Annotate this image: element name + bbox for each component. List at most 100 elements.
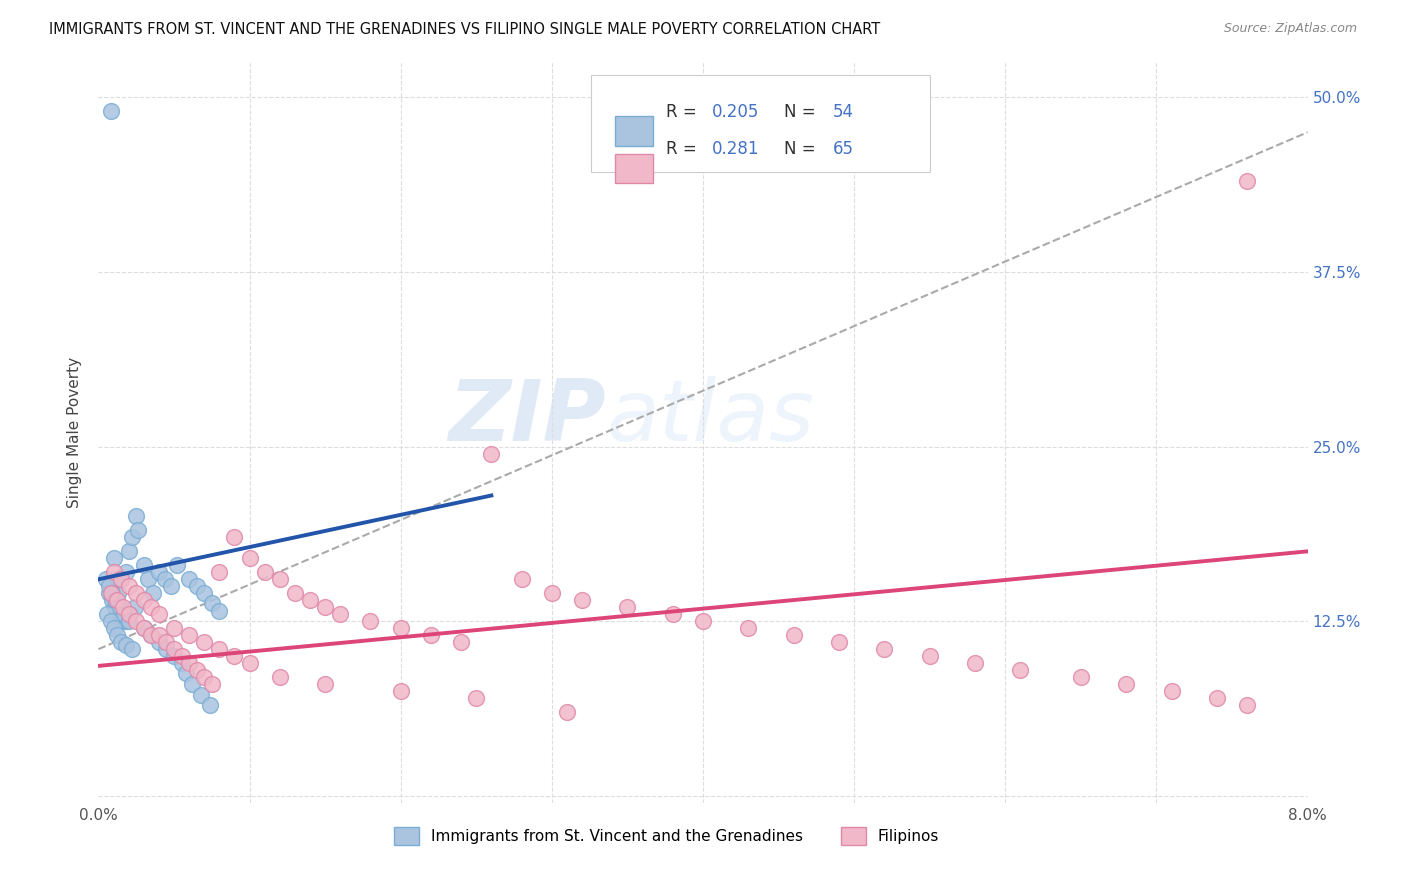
Point xyxy=(828,635,851,649)
Point xyxy=(110,572,132,586)
Text: ZIP: ZIP xyxy=(449,376,606,459)
Point xyxy=(1160,684,1182,698)
Point xyxy=(103,551,125,566)
Point xyxy=(269,670,291,684)
Point xyxy=(224,649,246,664)
Point xyxy=(127,524,149,538)
Point xyxy=(174,665,197,680)
Text: 0.281: 0.281 xyxy=(711,140,759,158)
Point xyxy=(918,649,941,664)
Point xyxy=(314,677,336,691)
Point xyxy=(125,509,148,524)
Point xyxy=(103,621,125,635)
Point xyxy=(186,579,208,593)
Point xyxy=(181,677,204,691)
Point xyxy=(107,586,129,600)
Point xyxy=(132,558,155,573)
Point xyxy=(208,642,231,657)
Point xyxy=(121,642,143,657)
Text: 0.205: 0.205 xyxy=(711,103,759,121)
Point xyxy=(299,593,322,607)
Point xyxy=(100,104,122,119)
Point xyxy=(1236,698,1258,712)
Text: 54: 54 xyxy=(832,103,853,121)
Point xyxy=(661,607,683,622)
Point xyxy=(155,635,177,649)
Point xyxy=(141,628,163,642)
Point xyxy=(284,586,307,600)
Point xyxy=(155,642,177,657)
Point xyxy=(170,656,193,670)
Point xyxy=(125,614,148,628)
Point xyxy=(1206,691,1229,706)
Point xyxy=(132,621,155,635)
Point xyxy=(114,566,136,580)
Point xyxy=(179,656,201,670)
Point xyxy=(141,600,163,615)
Point xyxy=(783,628,806,642)
Point xyxy=(132,593,155,607)
Point xyxy=(224,530,246,544)
Point xyxy=(1070,670,1092,684)
Point xyxy=(163,621,186,635)
Point xyxy=(179,572,201,586)
Point xyxy=(148,566,170,580)
Point xyxy=(389,621,412,635)
Point xyxy=(200,698,222,712)
Point xyxy=(186,663,208,677)
Point xyxy=(108,600,131,615)
Point xyxy=(737,621,759,635)
Point xyxy=(420,628,443,642)
Point xyxy=(163,649,186,664)
Text: R =: R = xyxy=(665,103,702,121)
Point xyxy=(616,600,638,615)
Point xyxy=(193,670,215,684)
Point xyxy=(965,656,987,670)
Text: 65: 65 xyxy=(832,140,853,158)
Point xyxy=(111,614,134,628)
Point xyxy=(239,656,262,670)
Point xyxy=(314,600,336,615)
Text: IMMIGRANTS FROM ST. VINCENT AND THE GRENADINES VS FILIPINO SINGLE MALE POVERTY C: IMMIGRANTS FROM ST. VINCENT AND THE GREN… xyxy=(49,22,880,37)
Point xyxy=(111,600,134,615)
Point xyxy=(121,530,143,544)
Point xyxy=(239,551,262,566)
FancyBboxPatch shape xyxy=(591,75,931,172)
Point xyxy=(136,572,159,586)
Point xyxy=(94,572,117,586)
Point xyxy=(571,593,593,607)
Point xyxy=(118,614,141,628)
Point xyxy=(389,684,412,698)
Point xyxy=(105,628,128,642)
Point xyxy=(555,705,578,719)
Point xyxy=(166,558,188,573)
Point xyxy=(329,607,352,622)
Point xyxy=(153,572,176,586)
Point xyxy=(450,635,472,649)
Point xyxy=(101,586,124,600)
Point xyxy=(125,586,148,600)
Point xyxy=(118,544,141,558)
Text: atlas: atlas xyxy=(606,376,814,459)
Y-axis label: Single Male Poverty: Single Male Poverty xyxy=(67,357,83,508)
Point xyxy=(118,579,141,593)
Point xyxy=(1010,663,1032,677)
Point xyxy=(108,607,131,622)
Legend: Immigrants from St. Vincent and the Grenadines, Filipinos: Immigrants from St. Vincent and the Gren… xyxy=(388,821,945,851)
Point xyxy=(112,607,135,622)
Point xyxy=(360,614,382,628)
Point xyxy=(510,572,533,586)
Point xyxy=(118,607,141,622)
Text: N =: N = xyxy=(785,140,821,158)
Point xyxy=(142,586,165,600)
Point xyxy=(115,614,138,628)
Point xyxy=(465,691,488,706)
Point xyxy=(124,600,146,615)
Point xyxy=(201,677,224,691)
Point xyxy=(132,621,155,635)
Point xyxy=(481,446,503,460)
Point xyxy=(193,586,215,600)
Point xyxy=(120,607,142,622)
Bar xyxy=(614,153,654,183)
Point xyxy=(873,642,896,657)
